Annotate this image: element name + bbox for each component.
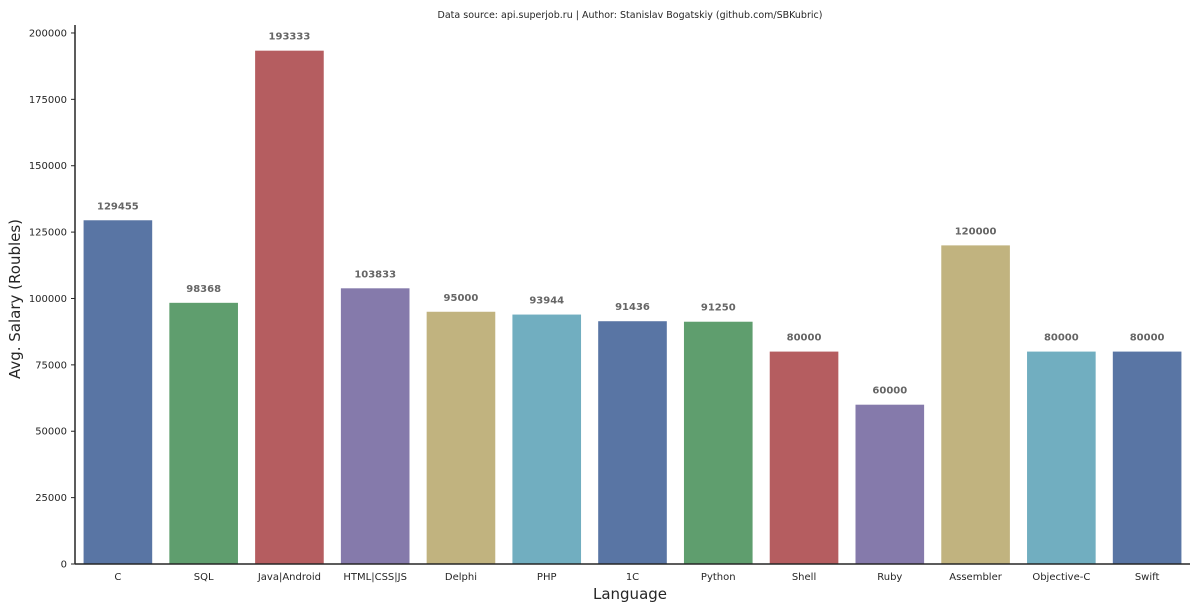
bar-python: [683, 321, 753, 564]
bar-delphi: [426, 311, 496, 564]
y-axis-title: Avg. Salary (Roubles): [6, 219, 24, 379]
data-label-swift: 80000: [1130, 333, 1165, 344]
bars-group: [83, 50, 1182, 565]
bar-php: [512, 314, 582, 564]
data-label-c: 129455: [97, 201, 139, 212]
data-label-php: 93944: [529, 296, 564, 307]
data-label-ruby: 60000: [872, 386, 907, 397]
x-tick-label-c: C: [114, 572, 121, 583]
bar-java-android: [255, 50, 324, 565]
y-tick-label: 75000: [35, 360, 67, 371]
data-label-sql: 98368: [186, 284, 221, 295]
bar-c: [83, 220, 153, 564]
y-tick-label: 175000: [29, 95, 67, 106]
bar-1c: [598, 321, 667, 564]
x-axis-title: Language: [593, 585, 667, 603]
chart-title: Data source: api.superjob.ru | Author: S…: [438, 10, 823, 21]
y-tick-label: 100000: [29, 294, 67, 305]
x-tick-label-html-css-js: HTML|CSS|JS: [343, 572, 407, 583]
x-tick-label-php: PHP: [537, 572, 557, 583]
x-tick-label-1c: 1C: [626, 572, 639, 583]
x-tick-label-swift: Swift: [1135, 572, 1160, 583]
data-label-java-android: 193333: [269, 32, 311, 43]
data-label-python: 91250: [701, 303, 736, 314]
bar-swift: [1112, 351, 1182, 564]
data-label-assembler: 120000: [955, 226, 997, 237]
x-tick-label-python: Python: [701, 572, 736, 583]
x-tick-label-ruby: Ruby: [877, 572, 902, 583]
bar-shell: [769, 351, 839, 564]
x-tick-label-sql: SQL: [194, 572, 214, 583]
data-label-objective-c: 80000: [1044, 333, 1079, 344]
y-tick-label: 125000: [29, 228, 67, 239]
data-label-delphi: 95000: [444, 293, 479, 304]
bar-sql: [169, 302, 238, 564]
x-tick-label-assembler: Assembler: [949, 572, 1002, 583]
x-axis: C SQL Java|Android HTML|CSS|JS Delphi PHP 1C Py…: [114, 572, 1159, 583]
bar-objective-c: [1027, 351, 1096, 564]
x-tick-label-java-android: Java|Android: [257, 572, 321, 583]
y-tick-label: 50000: [35, 427, 67, 438]
y-tick-label: 25000: [35, 493, 67, 504]
y-tick-label: 200000: [29, 28, 67, 39]
bar-ruby: [855, 404, 925, 564]
data-label-html-css-js: 103833: [354, 269, 396, 280]
x-tick-label-objective-c: Objective-C: [1032, 572, 1090, 583]
y-tick-label: 150000: [29, 161, 67, 172]
x-tick-label-delphi: Delphi: [445, 572, 477, 583]
bar-assembler: [941, 245, 1010, 564]
data-label-shell: 80000: [787, 333, 822, 344]
y-tick-label: 0: [61, 560, 67, 571]
bar-html-css-js: [340, 288, 410, 564]
y-axis: 0 25000 50000 75000 100000 125000 150000 175000…: [29, 28, 75, 571]
data-label-1c: 91436: [615, 302, 650, 313]
x-tick-label-shell: Shell: [792, 572, 816, 583]
value-labels-group: 129455 98368 193333 103833 95000 93944 91436 91…: [97, 32, 1165, 397]
